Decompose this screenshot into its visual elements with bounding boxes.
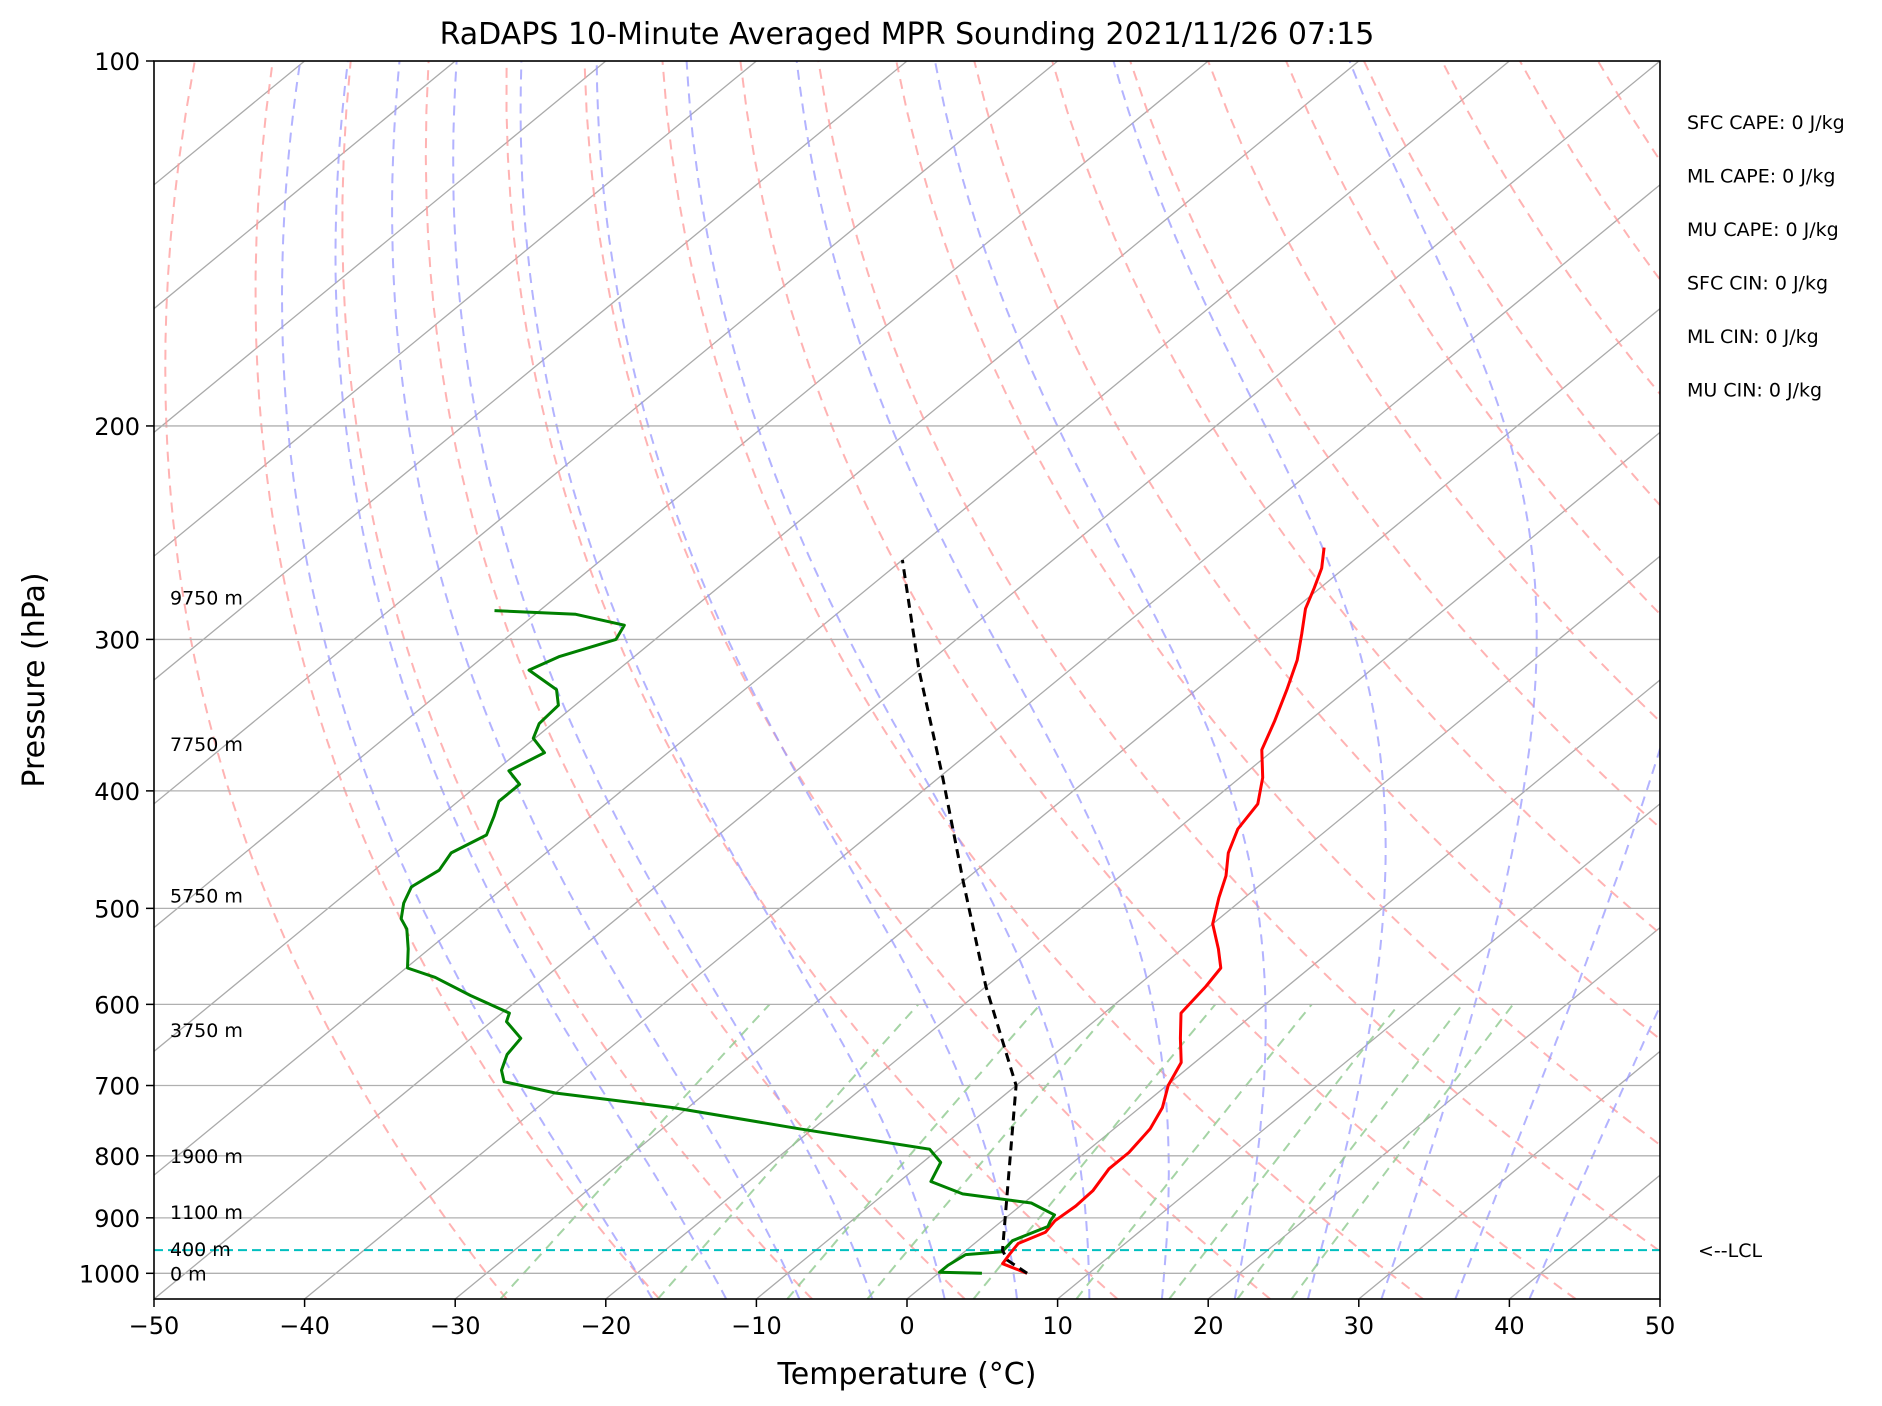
x-tick-label: 40 [1494,1312,1525,1340]
isotherm-line [154,61,456,310]
isotherm-line [1057,802,1660,1299]
y-tick-label: 400 [94,778,140,806]
moist-adiabat-line [1348,61,1538,1299]
mixing-ratio-line [499,1003,771,1299]
y-tick-label: 600 [94,991,140,1019]
isotherm-line [154,61,1360,1053]
moist-adiabat-line [1454,61,1660,1299]
stability-index-label: ML CIN: 0 J/kg [1687,326,1819,348]
moist-adiabat-line [452,61,874,1299]
dry-adiabat-line [661,61,1424,1299]
dewpoint-profile-line [399,609,1056,1275]
isotherm-line [1207,926,1660,1299]
stability-index-label: MU CAPE: 0 J/kg [1687,219,1839,241]
height-label: 1100 m [170,1202,243,1224]
x-tick-label: −20 [580,1312,631,1340]
dry-adiabat-line [1285,61,1660,616]
isotherm-line [154,61,1510,1177]
dry-adiabat-line [424,61,966,1299]
moist-adiabat-line [1112,61,1387,1299]
dry-adiabat-line [505,61,1119,1299]
moist-adiabat-line [334,61,728,1299]
isotherm-line [605,431,1660,1299]
dry-adiabat-line [973,61,1660,1041]
x-tick-label: 50 [1645,1312,1676,1340]
dry-adiabat-line [1051,61,1660,935]
x-tick-label: −50 [129,1312,180,1340]
height-label: 3750 m [170,1020,243,1042]
isotherm-line [154,61,1209,929]
temperature-profile-line [1001,547,1326,1275]
x-axis-label: Temperature (°C) [777,1357,1037,1392]
isotherm-line [154,61,1059,805]
dry-adiabat-line [739,61,1577,1299]
height-label: 5750 m [170,886,243,908]
chart-title: RaDAPS 10-Minute Averaged MPR Sounding 2… [440,17,1375,52]
stability-index-label: ML CAPE: 0 J/kg [1687,166,1835,188]
y-tick-label: 100 [94,48,140,76]
x-tick-label: 10 [1042,1312,1073,1340]
isotherm-line [154,61,1660,1299]
mixing-ratio-line [1236,1003,1464,1299]
mixing-ratio-line [1290,1003,1514,1299]
dry-adiabat-line [254,61,661,1299]
moist-adiabat-line [795,61,1170,1299]
lcl-label: <--LCL [1698,1240,1762,1262]
y-tick-label: 700 [94,1073,140,1101]
isotherm-line [454,307,1660,1299]
x-tick-label: −10 [731,1312,782,1340]
height-label: 1900 m [170,1146,243,1168]
stability-index-label: SFC CIN: 0 J/kg [1687,273,1828,295]
stability-index-label: SFC CAPE: 0 J/kg [1687,112,1845,134]
isotherm-line [154,61,757,558]
moist-adiabat-line [519,61,946,1299]
moist-adiabat-line [595,61,1018,1299]
isotherm-line [1358,1050,1660,1299]
moist-adiabat-line [685,61,1091,1299]
moist-adiabat-line [391,61,801,1299]
stability-index-label: MU CIN: 0 J/kg [1687,380,1822,402]
dry-adiabat-line [164,61,508,1299]
moist-adiabat-line [1528,1003,1660,1299]
y-tick-label: 1000 [79,1260,140,1288]
mixing-ratio-line [1075,1003,1313,1299]
isotherm-line [154,61,908,681]
x-tick-label: −30 [430,1312,481,1340]
x-tick-label: −40 [279,1312,330,1340]
height-label: 7750 m [170,734,243,756]
isotherm-line [906,679,1660,1299]
mixing-ratio-line [657,1003,919,1299]
y-tick-label: 500 [94,895,140,923]
mixing-ratio-line [1168,1003,1400,1299]
x-tick-label: 30 [1344,1312,1375,1340]
height-label: 0 m [170,1263,207,1285]
x-tick-label: 20 [1193,1312,1224,1340]
y-tick-label: 200 [94,413,140,441]
dry-adiabat-line [1129,61,1660,830]
x-tick-label: 0 [899,1312,914,1340]
y-tick-label: 900 [94,1205,140,1233]
height-label: 9750 m [170,587,243,609]
parcel-profile-line [900,559,1028,1275]
moist-adiabat-line [934,61,1267,1299]
moist-adiabat-line [280,61,654,1299]
y-tick-label: 300 [94,626,140,654]
mixing-ratio-line [786,1003,1041,1299]
isotherm-line [154,61,607,434]
y-axis-label: Pressure (hPa) [17,572,52,787]
height-label: 400 m [170,1239,231,1261]
y-tick-label: 800 [94,1143,140,1171]
